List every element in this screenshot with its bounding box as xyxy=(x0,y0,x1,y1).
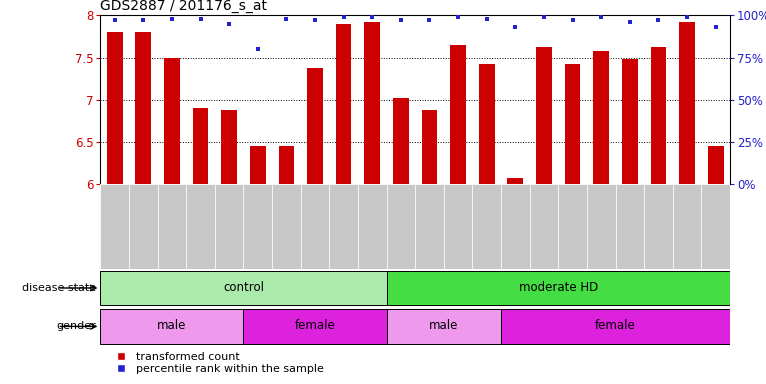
Text: moderate HD: moderate HD xyxy=(519,281,598,294)
Bar xyxy=(444,184,473,269)
Text: gender: gender xyxy=(57,321,97,331)
Bar xyxy=(387,184,415,269)
Text: male: male xyxy=(429,319,459,332)
Point xyxy=(338,14,350,20)
Bar xyxy=(100,309,244,344)
Bar xyxy=(644,184,673,269)
Bar xyxy=(100,184,129,269)
Text: control: control xyxy=(223,281,264,294)
Text: female: female xyxy=(595,319,636,332)
Point xyxy=(653,17,665,23)
Bar xyxy=(558,184,587,269)
Point xyxy=(195,16,207,22)
Point xyxy=(480,16,493,22)
Point xyxy=(223,21,235,27)
Text: GDS2887 / 201176_s_at: GDS2887 / 201176_s_at xyxy=(100,0,267,13)
Text: male: male xyxy=(157,319,187,332)
Point xyxy=(452,14,464,20)
Text: disease state: disease state xyxy=(22,283,97,293)
Bar xyxy=(365,22,380,184)
Bar xyxy=(673,184,702,269)
Bar xyxy=(358,184,387,269)
Point xyxy=(509,24,522,30)
Bar xyxy=(279,146,294,184)
Point xyxy=(424,17,436,23)
Bar xyxy=(650,48,666,184)
Bar xyxy=(100,271,387,305)
Bar xyxy=(186,184,214,269)
Point xyxy=(624,19,636,25)
Bar xyxy=(708,146,724,184)
Bar xyxy=(106,32,123,184)
Bar xyxy=(387,309,501,344)
Bar xyxy=(164,58,180,184)
Point xyxy=(109,17,121,23)
Bar xyxy=(501,309,730,344)
Bar xyxy=(622,59,638,184)
Bar xyxy=(565,63,581,184)
Point xyxy=(137,17,149,23)
Bar xyxy=(450,45,466,184)
Bar xyxy=(507,177,523,184)
Bar xyxy=(272,184,301,269)
Bar xyxy=(244,184,272,269)
Bar xyxy=(415,184,444,269)
Bar xyxy=(329,184,358,269)
Bar xyxy=(250,146,266,184)
Point xyxy=(709,24,722,30)
Bar xyxy=(393,98,409,184)
Point xyxy=(251,46,264,52)
Bar xyxy=(158,184,186,269)
Bar xyxy=(702,184,730,269)
Point xyxy=(309,17,321,23)
Bar xyxy=(479,65,495,184)
Bar xyxy=(307,68,323,184)
Legend: transformed count, percentile rank within the sample: transformed count, percentile rank withi… xyxy=(106,348,328,379)
Point xyxy=(280,16,293,22)
Point xyxy=(165,16,178,22)
Point xyxy=(595,14,607,20)
Point xyxy=(394,17,407,23)
Point xyxy=(538,14,550,20)
Bar xyxy=(616,184,644,269)
Bar xyxy=(244,309,387,344)
Bar xyxy=(221,110,237,184)
Bar xyxy=(421,110,437,184)
Bar xyxy=(214,184,244,269)
Point xyxy=(366,14,378,20)
Bar xyxy=(136,32,151,184)
Bar xyxy=(536,48,552,184)
Bar xyxy=(587,184,616,269)
Bar xyxy=(529,184,558,269)
Text: female: female xyxy=(295,319,336,332)
Bar xyxy=(501,184,529,269)
Bar xyxy=(473,184,501,269)
Point xyxy=(681,14,693,20)
Bar xyxy=(387,271,730,305)
Point xyxy=(567,17,579,23)
Bar xyxy=(594,51,609,184)
Bar xyxy=(301,184,329,269)
Bar xyxy=(336,24,352,184)
Bar xyxy=(129,184,158,269)
Bar xyxy=(679,22,695,184)
Bar xyxy=(192,108,208,184)
